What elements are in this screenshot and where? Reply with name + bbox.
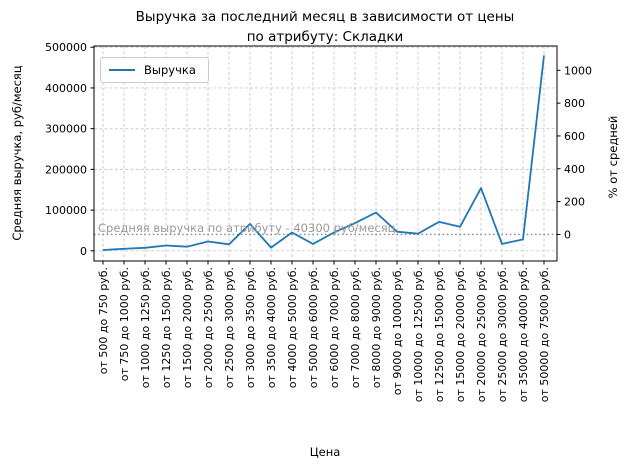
- axes-spines: [93, 45, 558, 262]
- y-right-tick-label: 400: [564, 163, 585, 176]
- x-tick-label: от 10000 до 12500 руб.: [412, 267, 425, 402]
- y-right-tick-label: 200: [564, 196, 585, 209]
- x-tick-label: от 15000 до 20000 руб.: [454, 267, 467, 402]
- x-tick-label: от 50000 до 75000 руб.: [538, 267, 551, 402]
- y-right-tick-label: 800: [564, 97, 585, 110]
- x-tick-label: от 7000 до 8000 руб.: [349, 267, 362, 388]
- y-left-tick-label: 400000: [45, 82, 87, 95]
- x-tick-label: от 2000 до 2500 руб.: [202, 267, 215, 388]
- x-tick-label: от 6000 до 7000 руб.: [328, 267, 341, 388]
- x-tick-label: от 3500 до 4000 руб.: [265, 267, 278, 388]
- x-tick-label: от 1250 до 1500 руб.: [160, 267, 173, 388]
- x-tick-label: от 4000 до 5000 руб.: [286, 267, 299, 388]
- chart-title-line1: Выручка за последний месяц в зависимости…: [135, 9, 515, 25]
- y-axis-right-label: % от средней: [606, 115, 620, 199]
- y-left-tick-label: 200000: [45, 163, 87, 176]
- x-tick-label: от 2500 до 3000 руб.: [223, 267, 236, 388]
- x-tick-label: от 25000 до 30000 руб.: [496, 267, 509, 402]
- x-tick-label: от 1500 до 2000 руб.: [181, 267, 194, 388]
- x-tick-label: от 500 до 750 руб.: [97, 267, 110, 374]
- average-line-annotation: Средняя выручка по атрибуту - 40300 руб/…: [98, 221, 396, 235]
- legend: Выручка: [100, 57, 209, 83]
- y-left-tick-label: 500000: [45, 41, 87, 54]
- x-tick-label: от 12500 до 15000 руб.: [433, 267, 446, 402]
- x-tick-label: от 3000 до 3500 руб.: [244, 267, 257, 388]
- y-left-tick-label: 100000: [45, 204, 87, 217]
- x-tick-label: от 8000 до 9000 руб.: [370, 267, 383, 388]
- y-axis-left-label: Средняя выручка, руб/месяц: [10, 65, 24, 241]
- chart-title-line2: по атрибуту: Складки: [246, 29, 404, 46]
- y-left-tick-label: 300000: [45, 123, 87, 136]
- legend-label: Выручка: [144, 63, 196, 77]
- y-right-tick-label: 1000: [564, 64, 592, 77]
- x-tick-label: от 750 до 1000 руб.: [118, 267, 131, 381]
- chart-title: Выручка за последний месяц в зависимости…: [136, 7, 515, 48]
- x-tick-label: от 35000 до 40000 руб.: [517, 267, 530, 402]
- y-right-tick-label: 600: [564, 130, 585, 143]
- x-tick-label: от 5000 до 6000 руб.: [307, 267, 320, 388]
- x-tick-label: от 1000 до 1250 руб.: [139, 267, 152, 388]
- x-tick-label: от 20000 до 25000 руб.: [475, 267, 488, 402]
- legend-line-sample-icon: [109, 69, 135, 71]
- x-axis-label: Цена: [309, 445, 341, 459]
- x-tick-label: от 9000 до 10000 руб.: [391, 267, 404, 395]
- y-left-tick-label: 0: [80, 245, 87, 258]
- revenue-line: [102, 55, 545, 251]
- y-right-tick-label: 0: [564, 228, 571, 241]
